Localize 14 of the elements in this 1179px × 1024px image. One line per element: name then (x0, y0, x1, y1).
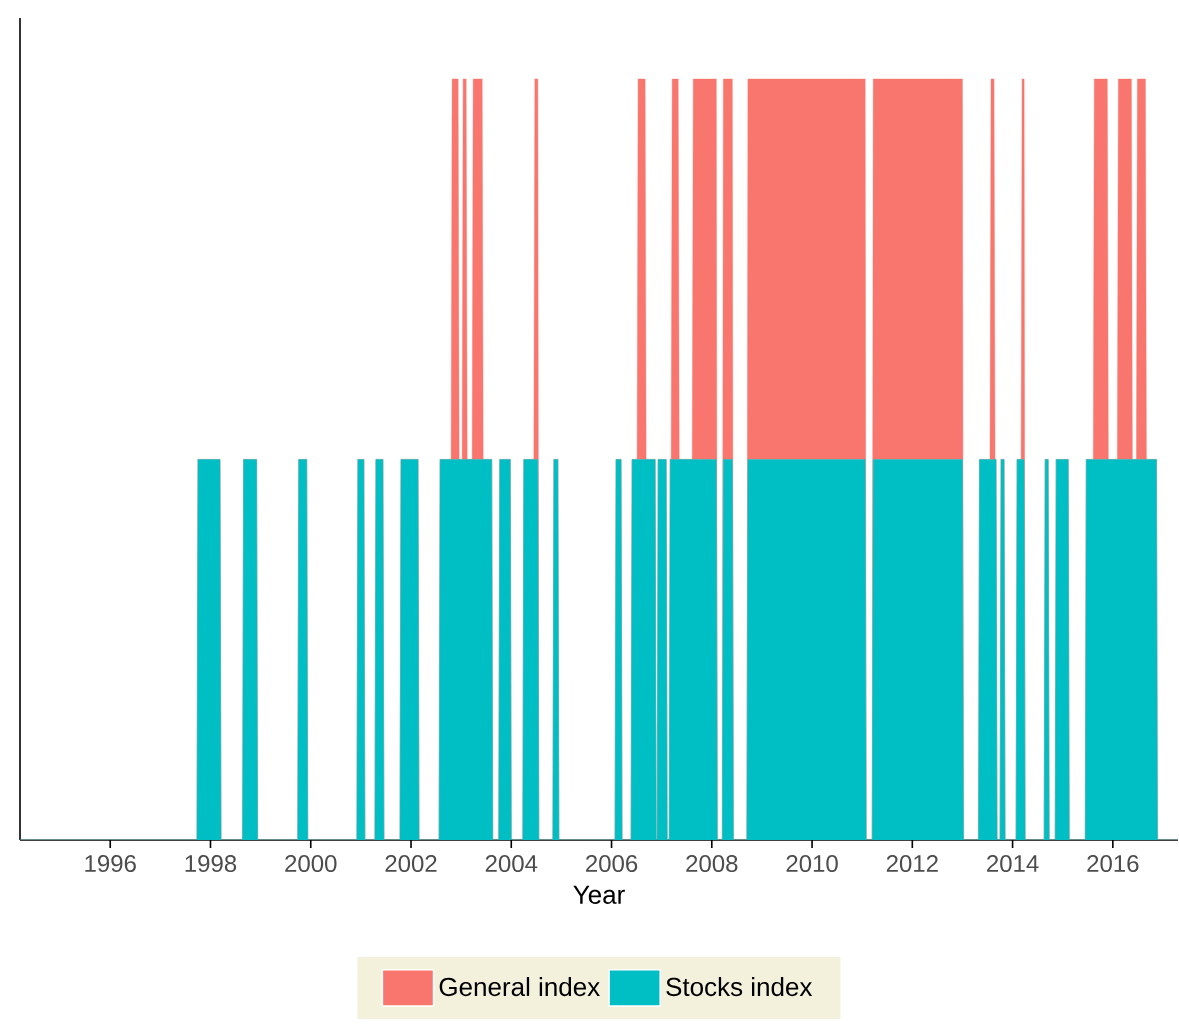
x-tick-label: 2016 (1087, 855, 1139, 873)
x-axis-title: Year (573, 885, 625, 904)
x-tick-label: 2002 (385, 855, 437, 873)
x-tick-label: 2004 (485, 855, 538, 873)
x-tick-label: 2008 (686, 855, 738, 873)
x-tick-label: 2006 (586, 855, 638, 873)
legend-label: Stocks index (666, 977, 813, 997)
x-tick-label: 2014 (987, 855, 1039, 873)
x-tick-label: 2000 (285, 855, 337, 873)
x-tick-label: 2012 (886, 855, 938, 873)
x-tick-label: 1998 (185, 855, 237, 873)
legend-label: General index (439, 977, 600, 997)
x-tick-label: 2010 (786, 855, 838, 873)
x-tick-label: 1996 (85, 855, 136, 873)
